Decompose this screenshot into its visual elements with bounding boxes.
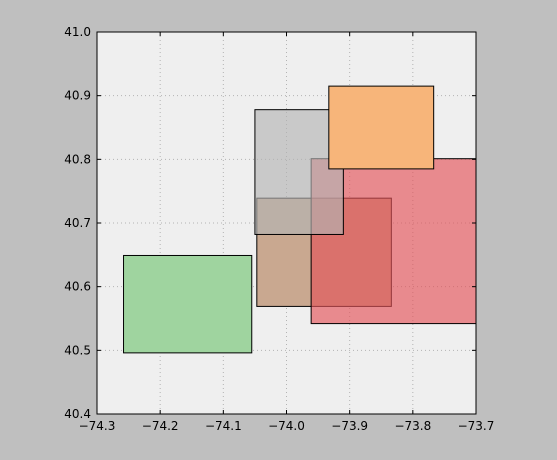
data-rectangle-1 — [123, 254, 253, 354]
x-tick-label: −74.2 — [142, 419, 179, 433]
x-tick-label: −73.8 — [394, 419, 431, 433]
x-tick-label: −73.7 — [458, 419, 495, 433]
data-rectangles — [123, 85, 477, 354]
y-tick-label: 40.6 — [64, 280, 91, 294]
y-tick-label: 40.4 — [64, 407, 91, 421]
x-tick-label: −74.0 — [268, 419, 305, 433]
y-tick-label: 41.0 — [64, 25, 91, 39]
y-tick-label: 40.8 — [64, 152, 91, 166]
data-rectangle-5 — [328, 85, 435, 170]
axis-ticks — [96, 31, 477, 415]
y-tick-label: 40.5 — [64, 343, 91, 357]
x-tick-label: −73.9 — [331, 419, 368, 433]
y-tick-label: 40.9 — [64, 89, 91, 103]
y-axis-tick-labels: 40.4 40.5 40.6 40.7 40.8 40.9 41.0 — [64, 25, 91, 421]
x-tick-label: −74.3 — [79, 419, 116, 433]
x-axis-tick-labels: −74.3 −74.2 −74.1 −74.0 −73.9 −73.8 −73.7 — [79, 419, 495, 433]
y-tick-label: 40.7 — [64, 216, 91, 230]
x-tick-label: −74.1 — [205, 419, 242, 433]
